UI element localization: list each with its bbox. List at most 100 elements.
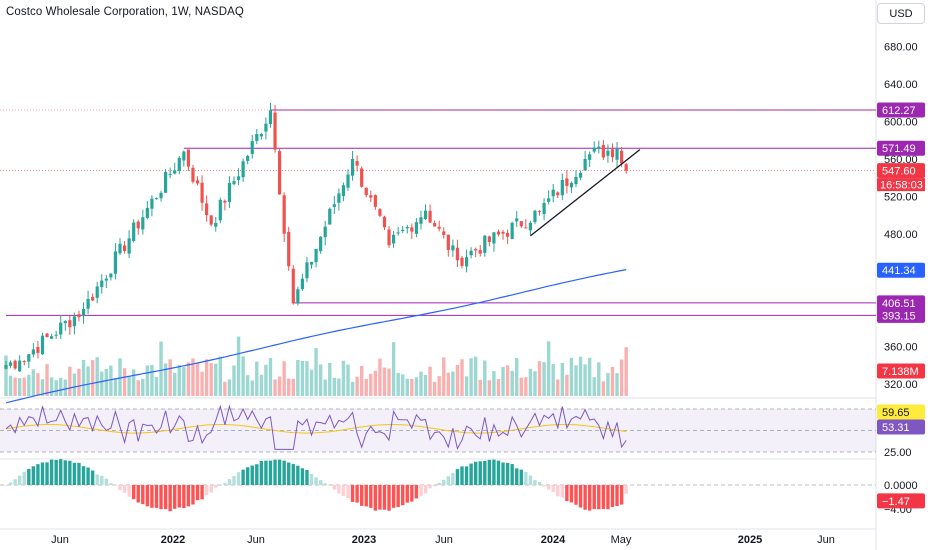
histogram-bar	[287, 462, 291, 485]
candle-body	[620, 150, 624, 164]
candle-body	[364, 187, 368, 196]
histogram-bar	[410, 485, 414, 502]
volume-bar	[414, 377, 419, 396]
candle-body	[469, 250, 473, 256]
volume-bar	[583, 364, 587, 396]
candle-body	[145, 207, 149, 218]
volume-bar	[419, 371, 423, 396]
candle-body	[209, 215, 213, 225]
histogram-axis-tick: 0.0000	[884, 480, 918, 492]
histogram-bar	[296, 465, 300, 485]
candle-body	[506, 232, 510, 237]
candle-body	[4, 365, 8, 369]
volume-bar	[373, 370, 378, 396]
volume-bar	[127, 375, 131, 396]
histogram-bar	[200, 485, 204, 500]
volume-bar	[501, 366, 505, 396]
histogram-bar	[414, 485, 419, 499]
volume-bar	[309, 369, 314, 396]
histogram-bar	[323, 483, 327, 485]
volume-bar	[483, 360, 487, 396]
candle-body	[446, 234, 450, 250]
volume-bar	[328, 362, 332, 396]
volume-bar	[27, 374, 31, 396]
histogram-bar	[446, 476, 451, 485]
volume-bar	[163, 363, 168, 396]
price-axis-tick: 560.00	[884, 154, 918, 166]
volume-bar	[359, 365, 364, 396]
histogram-marker: −1.47	[882, 496, 910, 508]
candle-body	[551, 189, 555, 197]
volume-bar	[72, 373, 77, 396]
candle-body	[378, 209, 382, 216]
histogram-bar	[597, 485, 601, 510]
volume-bar	[401, 374, 405, 396]
candle-body	[524, 227, 528, 229]
histogram-bar	[382, 485, 387, 510]
rsi-value-marker: 53.31	[882, 422, 910, 434]
candle-body	[588, 154, 592, 160]
candle-body	[177, 157, 181, 171]
candle-body	[510, 222, 514, 240]
volume-bar	[282, 361, 286, 396]
ascending-trendline	[529, 149, 641, 237]
candle-body	[150, 198, 154, 209]
volume-bar	[90, 360, 95, 396]
histogram-bar	[556, 485, 560, 497]
volume-bar	[437, 376, 441, 396]
countdown-timer: 16:58:03	[880, 180, 923, 192]
histogram-bar	[483, 460, 487, 485]
histogram-bar	[204, 485, 209, 496]
histogram-bar	[387, 485, 391, 511]
candle-body	[574, 176, 578, 185]
volume-bar	[45, 364, 49, 396]
histogram-bar	[592, 485, 596, 510]
histogram-bar	[154, 485, 159, 508]
price-marker-bg	[877, 102, 925, 118]
volume-bar	[469, 358, 473, 396]
volume-bar	[478, 379, 482, 396]
candle-body	[419, 217, 423, 224]
histogram-bar	[551, 485, 555, 492]
histogram-bar	[309, 473, 314, 485]
volume-bar	[560, 362, 565, 396]
price-marker-bg	[877, 163, 925, 179]
volume-bar	[200, 371, 204, 396]
histogram-bar	[40, 462, 45, 485]
price-marker: 571.49	[882, 143, 916, 155]
candle-body	[141, 217, 145, 230]
volume-bar	[277, 376, 282, 396]
candle-body	[451, 245, 455, 251]
volume-bar	[291, 378, 295, 396]
histogram-bar	[113, 485, 118, 486]
volume-bar	[109, 365, 113, 396]
candle-body	[392, 234, 396, 244]
histogram-bar	[423, 485, 428, 494]
histogram-bar	[241, 469, 245, 485]
candle-body	[273, 112, 277, 150]
volume-bar	[264, 364, 268, 396]
time-axis-label: May	[611, 534, 632, 546]
volume-bar	[574, 365, 578, 396]
candle-body	[132, 222, 136, 241]
histogram-bar	[59, 459, 63, 485]
candle-body	[27, 354, 31, 362]
volume-bar	[214, 363, 218, 396]
currency-selector[interactable]: USD	[877, 3, 925, 24]
histogram-bar	[524, 471, 528, 485]
histogram-bar	[182, 485, 186, 509]
candle-body	[542, 202, 546, 215]
volume-bar	[195, 363, 200, 396]
candle-body	[592, 147, 596, 152]
time-axis-label: Jun	[247, 534, 265, 546]
volume-bar	[515, 358, 519, 396]
candle-body	[355, 161, 359, 166]
histogram-bar	[359, 485, 364, 506]
histogram-bar	[209, 485, 213, 493]
histogram-bar	[141, 485, 145, 505]
histogram-bar	[163, 485, 168, 510]
candle-body	[528, 222, 532, 231]
volume-bar	[396, 372, 400, 396]
histogram-bar	[515, 468, 519, 485]
